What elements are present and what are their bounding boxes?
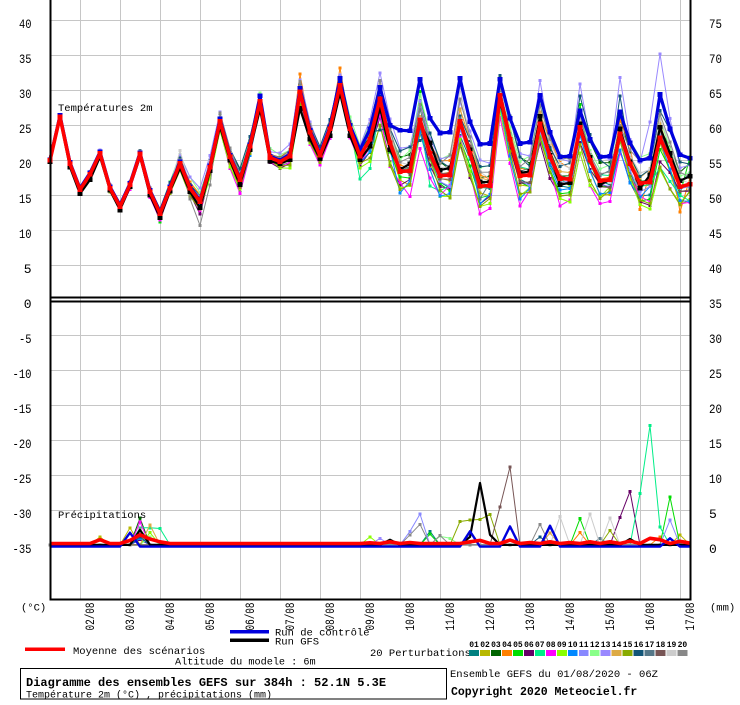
svg-text:13: 13 [601, 641, 611, 650]
svg-text:11: 11 [579, 641, 589, 650]
svg-text:02/08: 02/08 [84, 603, 98, 631]
svg-text:Run de contrôle: Run de contrôle [275, 628, 370, 640]
svg-text:50: 50 [709, 192, 722, 207]
svg-text:10: 10 [709, 472, 722, 487]
svg-text:19: 19 [667, 641, 677, 650]
svg-text:55: 55 [709, 157, 722, 172]
svg-text:0: 0 [709, 542, 717, 557]
svg-text:40: 40 [19, 17, 32, 32]
svg-text:25: 25 [709, 367, 722, 382]
svg-text:60: 60 [709, 122, 722, 137]
svg-text:20: 20 [19, 157, 32, 172]
svg-text:03: 03 [491, 641, 501, 650]
svg-text:-10: -10 [13, 367, 32, 382]
svg-text:01: 01 [469, 641, 479, 650]
svg-text:Altitude du modele : 6m: Altitude du modele : 6m [175, 657, 316, 669]
svg-text:-35: -35 [13, 542, 32, 557]
svg-text:12/08: 12/08 [484, 603, 498, 631]
svg-text:5: 5 [709, 507, 717, 522]
svg-text:Copyright 2020 Meteociel.fr: Copyright 2020 Meteociel.fr [451, 686, 637, 699]
svg-text:06: 06 [524, 641, 534, 650]
svg-text:03/08: 03/08 [124, 603, 138, 631]
svg-text:65: 65 [709, 87, 722, 102]
svg-text:35: 35 [709, 297, 722, 312]
svg-text:Run GFS: Run GFS [275, 637, 319, 649]
svg-text:09: 09 [557, 641, 567, 650]
svg-text:14/08: 14/08 [564, 603, 578, 631]
svg-text:40: 40 [709, 262, 722, 277]
svg-text:08/08: 08/08 [324, 603, 338, 631]
svg-text:07: 07 [535, 641, 545, 650]
svg-text:45: 45 [709, 227, 722, 242]
svg-text:16: 16 [634, 641, 644, 650]
svg-text:-25: -25 [13, 472, 32, 487]
svg-text:-30: -30 [13, 507, 32, 522]
svg-text:20 Perturbations: 20 Perturbations [370, 648, 471, 660]
svg-text:06/08: 06/08 [244, 603, 258, 631]
svg-text:10/08: 10/08 [404, 603, 418, 631]
svg-text:04: 04 [502, 641, 512, 650]
svg-text:07/08: 07/08 [284, 603, 298, 631]
svg-text:5: 5 [24, 262, 32, 277]
svg-text:30: 30 [19, 87, 32, 102]
svg-text:10: 10 [19, 227, 32, 242]
svg-text:10: 10 [568, 641, 578, 650]
svg-text:25: 25 [19, 122, 32, 137]
svg-text:09/08: 09/08 [364, 603, 378, 631]
svg-text:11/08: 11/08 [444, 603, 458, 631]
svg-text:17/08: 17/08 [684, 603, 698, 631]
svg-text:(°C): (°C) [21, 603, 46, 615]
svg-text:-5: -5 [19, 332, 32, 347]
svg-text:-20: -20 [13, 437, 32, 452]
svg-text:15: 15 [623, 641, 633, 650]
svg-text:(mm): (mm) [710, 603, 735, 615]
svg-text:15: 15 [709, 437, 722, 452]
svg-text:-15: -15 [13, 402, 32, 417]
svg-text:05: 05 [513, 641, 523, 650]
svg-text:02: 02 [480, 641, 490, 650]
svg-text:08: 08 [546, 641, 556, 650]
svg-text:30: 30 [709, 332, 722, 347]
svg-text:18: 18 [656, 641, 666, 650]
svg-text:14: 14 [612, 641, 622, 650]
svg-text:Ensemble GEFS du 01/08/2020 -: Ensemble GEFS du 01/08/2020 - 06Z [450, 669, 658, 681]
svg-text:04/08: 04/08 [164, 603, 178, 631]
svg-text:15/08: 15/08 [604, 603, 618, 631]
svg-text:Températures 2m: Températures 2m [58, 103, 153, 115]
svg-text:75: 75 [709, 17, 722, 32]
svg-text:20: 20 [678, 641, 688, 650]
svg-text:Précipitations: Précipitations [58, 510, 146, 522]
svg-text:Diagramme des ensembles GEFS s: Diagramme des ensembles GEFS sur 384h : … [26, 676, 386, 690]
svg-text:13/08: 13/08 [524, 603, 538, 631]
svg-text:16/08: 16/08 [644, 603, 658, 631]
svg-text:70: 70 [709, 52, 722, 67]
svg-text:35: 35 [19, 52, 32, 67]
svg-text:Moyenne des scénarios: Moyenne des scénarios [73, 646, 205, 658]
svg-text:05/08: 05/08 [204, 603, 218, 631]
svg-text:17: 17 [645, 641, 655, 650]
svg-text:20: 20 [709, 402, 722, 417]
svg-text:0: 0 [24, 297, 32, 312]
svg-text:12: 12 [590, 641, 600, 650]
svg-text:15: 15 [19, 192, 32, 207]
svg-text:Température 2m (°C) , précipit: Température 2m (°C) , précipitations (mm… [26, 690, 272, 701]
